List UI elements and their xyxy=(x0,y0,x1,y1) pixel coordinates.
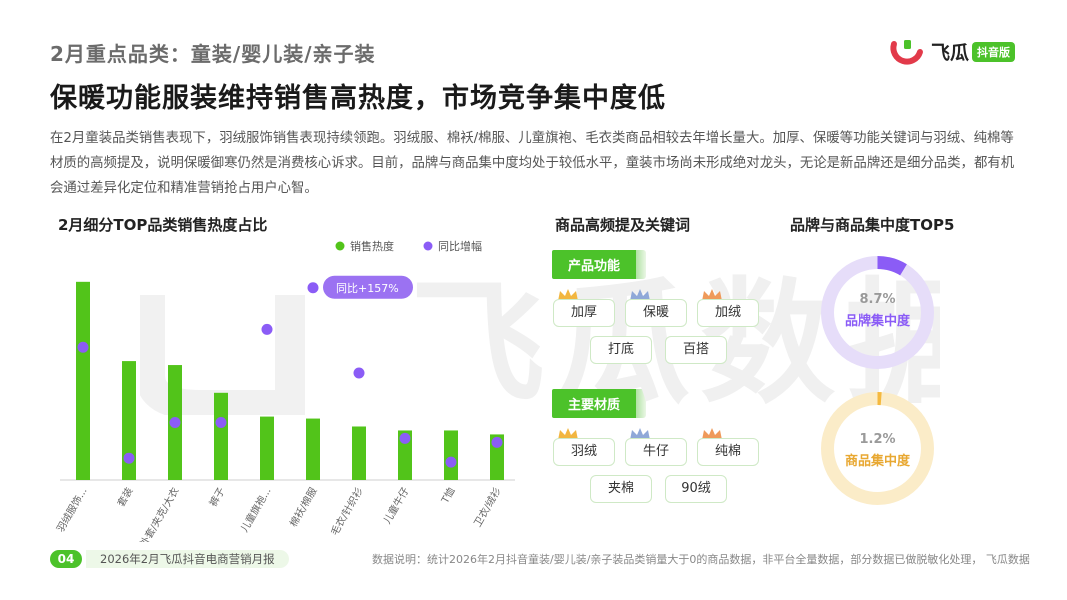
sales-heat-chart: 销售热度 同比增幅羽绒服饰... 套装 外套/夹克/大衣 裤子 儿童旗袍... 棉袄/棉服毛… xyxy=(54,239,515,542)
growth-point-7 xyxy=(399,432,411,444)
growth-point-2 xyxy=(169,417,181,429)
growth-point-0 xyxy=(77,341,89,353)
x-tick-label-4: 儿童旗袍... xyxy=(238,485,274,534)
bar-5 xyxy=(306,418,320,480)
feigua-logo-icon xyxy=(890,40,923,65)
crown-icon xyxy=(558,428,578,440)
product-concentration-label: 商品集中度 xyxy=(844,454,910,469)
x-tick-label-5: 棉袄/棉服 xyxy=(287,485,320,529)
bar-0 xyxy=(76,281,90,480)
keyword-chip: 羽绒 xyxy=(553,438,615,466)
logo-badge: 抖音版 xyxy=(972,42,1015,62)
growth-point-4 xyxy=(261,323,273,335)
x-tick-label-7: 儿童牛仔 xyxy=(380,485,411,526)
growth-point-3 xyxy=(215,417,227,429)
keywords-title: 商品高频提及关键词 xyxy=(555,216,691,234)
growth-point-6 xyxy=(353,367,365,379)
x-tick-label-8: T恤 xyxy=(438,485,458,506)
logo-name: 飞瓜 xyxy=(931,42,970,64)
brand-concentration-label: 品牌集中度 xyxy=(844,314,910,329)
legend-marker-1 xyxy=(423,241,433,251)
keyword-chip: 纯棉 xyxy=(697,438,759,466)
watermark-logo-icon xyxy=(140,295,305,415)
chart-title: 2月细分TOP品类销售热度占比 xyxy=(58,216,268,234)
bar-8 xyxy=(444,430,458,480)
product-concentration-donut xyxy=(821,392,934,505)
concentration-title: 品牌与商品集中度TOP5 xyxy=(790,216,955,234)
page-headline: 保暖功能服装维持销售高热度，市场竞争集中度低 xyxy=(50,83,666,114)
donut-segment xyxy=(821,256,934,369)
keyword-chip: 90绒 xyxy=(665,475,727,503)
growth-point-1 xyxy=(123,452,135,464)
growth-point-5 xyxy=(307,282,319,294)
bar-7 xyxy=(398,430,412,480)
crown-icon xyxy=(630,428,650,440)
bar-3 xyxy=(214,392,228,480)
report-name: 2026年2月飞瓜抖音电商营销月报 xyxy=(86,550,289,568)
legend-label-0: 销售热度 xyxy=(350,239,394,253)
legend-marker-0 xyxy=(335,241,345,251)
x-tick-label-6: 毛衣/针织衫 xyxy=(328,485,366,538)
annotation-bubble xyxy=(323,275,413,299)
brand-concentration-donut xyxy=(821,256,934,369)
page-number-badge: 04 xyxy=(50,550,82,568)
legend-label-1: 同比增幅 xyxy=(438,239,482,253)
keyword-chip: 夹棉 xyxy=(590,475,652,503)
growth-point-8 xyxy=(445,456,457,468)
product-concentration-value: 1.2% xyxy=(859,432,896,447)
bar-4 xyxy=(260,416,274,480)
bar-1 xyxy=(122,361,136,480)
annotation-label: 同比+157% xyxy=(336,282,399,295)
x-tick-label-1: 套装 xyxy=(114,485,135,509)
crown-icon xyxy=(702,428,722,440)
x-tick-label-2: 外套/夹克/大衣 xyxy=(137,485,182,542)
donut-segment xyxy=(821,392,934,505)
intro-paragraph: 在2月童装品类销售表现下，羽绒服饰销售表现持续领跑。羽绒服、棉袄/棉服、儿童旗袍… xyxy=(50,131,1015,196)
x-tick-label-3: 裤子 xyxy=(206,485,227,509)
brand-concentration-value: 8.7% xyxy=(859,292,896,307)
donut-track xyxy=(821,392,934,505)
x-tick-label-9: 卫衣/绒衫 xyxy=(471,485,504,529)
x-tick-label-0: 羽绒服饰... xyxy=(54,485,90,534)
bar-6 xyxy=(352,426,366,480)
keyword-chip: 牛仔 xyxy=(625,438,687,466)
growth-point-9 xyxy=(491,436,503,448)
page-subtitle: 2月重点品类：童装/婴儿装/亲子装 xyxy=(50,42,376,66)
data-note: 数据说明：统计2026年2月抖音童装/婴儿装/亲子装品类销量大于0的商品数据，非… xyxy=(372,553,1030,566)
